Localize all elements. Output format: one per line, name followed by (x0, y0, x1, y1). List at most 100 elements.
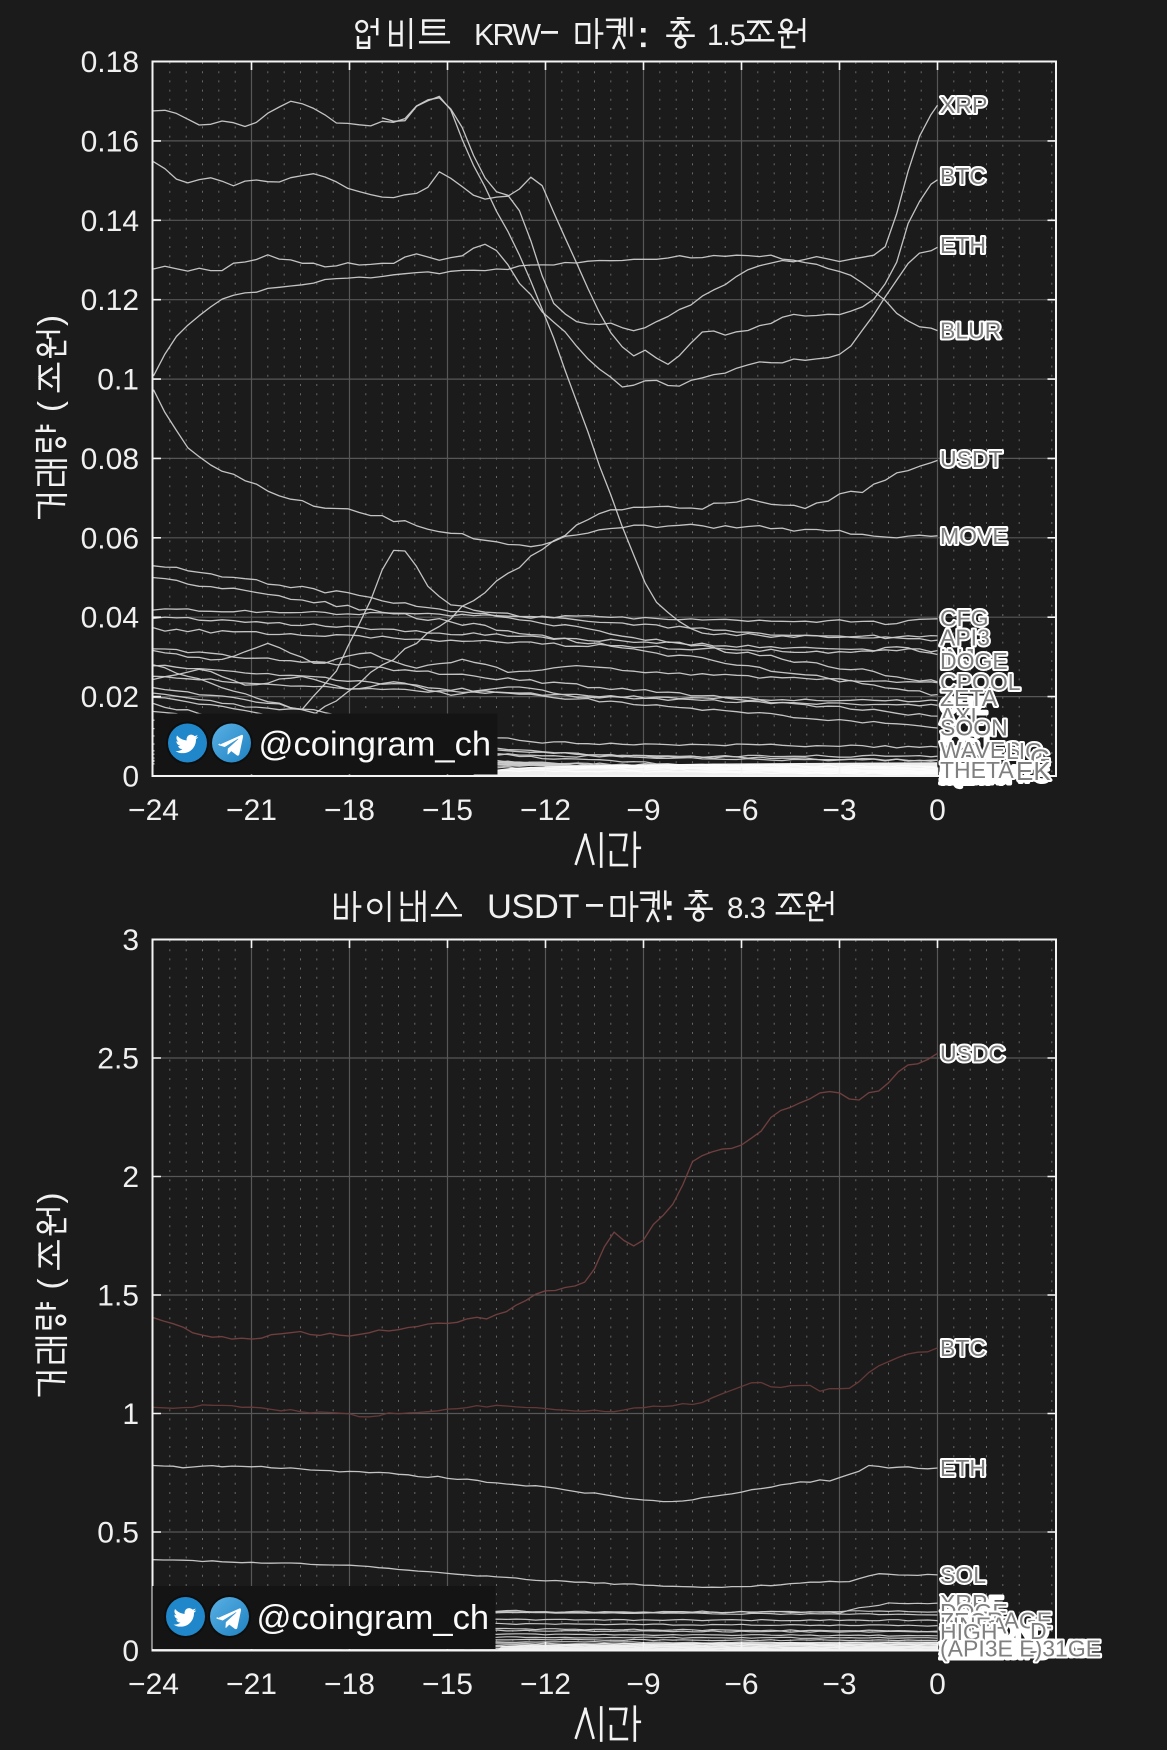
svg-text:0: 0 (122, 1635, 139, 1668)
svg-text:ETH: ETH (940, 1455, 986, 1481)
svg-text:USDT: USDT (487, 888, 579, 926)
svg-text:ATOM: ATOM (940, 1638, 1004, 1664)
svg-text:META: META (940, 763, 1003, 789)
svg-text:BLUR: BLUR (940, 318, 1001, 344)
svg-text:ARK: ARK (940, 762, 988, 788)
svg-text:SOL: SOL (940, 1562, 986, 1588)
svg-text:PENGU: PENGU (940, 1637, 1022, 1663)
svg-text:STX: STX (940, 760, 985, 786)
svg-text:0.06: 0.06 (81, 522, 139, 555)
svg-text:0.1: 0.1 (97, 364, 139, 397)
svg-text:−6: −6 (724, 794, 758, 827)
svg-text:(: ( (31, 1279, 68, 1290)
svg-text:@coingram_ch: @coingram_ch (259, 726, 492, 764)
svg-text:DIAMOND: DIAMOND (940, 1618, 1049, 1644)
svg-text:STORAGE: STORAGE (940, 1608, 1052, 1634)
svg-text:0.14: 0.14 (81, 205, 139, 238)
svg-text:0.02: 0.02 (81, 681, 139, 714)
svg-text:MOVE: MOVE (940, 523, 1008, 549)
svg-text:INJ: INJ (940, 644, 975, 670)
svg-text:MINA: MINA (940, 761, 998, 787)
svg-text:ONDO: ONDO (940, 761, 1009, 787)
svg-text:1000CHEEMS: 1000CHEEMS (940, 1636, 1090, 1662)
svg-text:−21: −21 (226, 794, 277, 827)
svg-text:CVC: CVC (940, 762, 989, 788)
svg-text:TRX: TRX (940, 1638, 986, 1664)
svg-text:USDE: USDE (940, 1591, 1004, 1617)
svg-text:DOGE: DOGE (940, 1599, 1008, 1625)
svg-text:SUI: SUI (940, 1637, 978, 1663)
svg-text:−3: −3 (822, 1668, 856, 1701)
svg-text:1000SATS: 1000SATS (940, 761, 1050, 787)
svg-text:LIG: LIG (1006, 738, 1043, 764)
svg-text:1.5: 1.5 (707, 19, 746, 52)
svg-text:(API3E E)31GE: (API3E E)31GE (940, 1636, 1101, 1662)
svg-text:−9: −9 (626, 794, 660, 827)
svg-text:CHZ: CHZ (940, 693, 987, 719)
svg-text:KRW: KRW (474, 18, 541, 52)
svg-text:XLM: XLM (940, 1638, 987, 1664)
svg-text:0.04: 0.04 (81, 602, 139, 635)
svg-text:2: 2 (122, 1161, 139, 1194)
svg-text:BTC: BTC (940, 1335, 986, 1361)
svg-text:8.3: 8.3 (727, 892, 766, 925)
svg-text:−24: −24 (128, 794, 179, 827)
svg-text:SUI: SUI (940, 761, 978, 787)
svg-text:IOST: IOST (940, 728, 994, 754)
svg-text:(: ( (31, 401, 68, 412)
svg-text:ETH: ETH (940, 232, 986, 258)
svg-text:−15: −15 (422, 794, 473, 827)
svg-text:@coingram_ch: @coingram_ch (257, 1599, 490, 1637)
svg-text:HBAR: HBAR (940, 1637, 1004, 1663)
svg-text:1000SATS: 1000SATS (940, 1637, 1050, 1663)
svg-text:MERL: MERL (940, 1636, 1004, 1662)
svg-text:): ) (31, 1193, 68, 1204)
svg-text:2.5: 2.5 (97, 1043, 139, 1076)
svg-text:ZETA: ZETA (940, 685, 998, 711)
svg-text:AVAX: AVAX (940, 1637, 998, 1663)
svg-text:PUMP: PUMP (940, 1635, 1006, 1661)
svg-text:0.12: 0.12 (81, 284, 139, 317)
svg-text:WLFI: WLFI (940, 1638, 995, 1664)
svg-text:IQ: IQ (940, 762, 964, 788)
svg-text:DOGE: DOGE (940, 648, 1008, 674)
svg-text:−12: −12 (520, 1668, 571, 1701)
svg-text:−9: −9 (626, 1668, 660, 1701)
svg-text:CFG: CFG (940, 605, 989, 631)
svg-text:FIL: FIL (940, 1638, 973, 1664)
svg-text:1: 1 (122, 1398, 139, 1431)
svg-text:API3: API3 (940, 625, 990, 651)
svg-text:): ) (31, 315, 68, 326)
svg-text:SHIB: SHIB (940, 1637, 994, 1663)
svg-text:ADA: ADA (940, 1637, 988, 1663)
svg-text:SOON: SOON (940, 715, 1008, 741)
svg-text:−12: −12 (520, 794, 571, 827)
svg-text:0.18: 0.18 (81, 46, 139, 79)
svg-text:−18: −18 (324, 794, 375, 827)
svg-text:USDT: USDT (940, 446, 1003, 472)
svg-text:0.5: 0.5 (97, 1517, 139, 1550)
svg-text:LINK: LINK (940, 1637, 992, 1663)
svg-text:GMT: GMT (940, 762, 991, 788)
svg-text:0.08: 0.08 (81, 443, 139, 476)
svg-text:−18: −18 (324, 1668, 375, 1701)
svg-text:WAVES: WAVES (940, 737, 1021, 763)
svg-text:−15: −15 (422, 1668, 473, 1701)
svg-text:AXL: AXL (940, 703, 984, 729)
svg-text:LPT: LPT (940, 763, 982, 789)
svg-text:−6: −6 (724, 1668, 758, 1701)
svg-text:LINEA: LINEA (940, 1613, 1007, 1639)
svg-text:PEPE: PEPE (940, 746, 1001, 772)
svg-text:BTC: BTC (940, 163, 986, 189)
svg-text:−24: −24 (128, 1668, 179, 1701)
svg-text:3: 3 (122, 924, 139, 957)
svg-text:0G: 0G (940, 1637, 971, 1663)
svg-text:ZEC: ZEC (940, 1608, 986, 1634)
svg-text:0: 0 (929, 794, 946, 827)
svg-text:GAS: GAS (940, 762, 989, 788)
svg-text:0.16: 0.16 (81, 125, 139, 158)
svg-text:THETA: THETA (940, 757, 1014, 783)
svg-text:EK: EK (1016, 756, 1051, 786)
svg-text:0: 0 (122, 761, 139, 794)
svg-text:LPT: LPT (940, 1637, 982, 1663)
